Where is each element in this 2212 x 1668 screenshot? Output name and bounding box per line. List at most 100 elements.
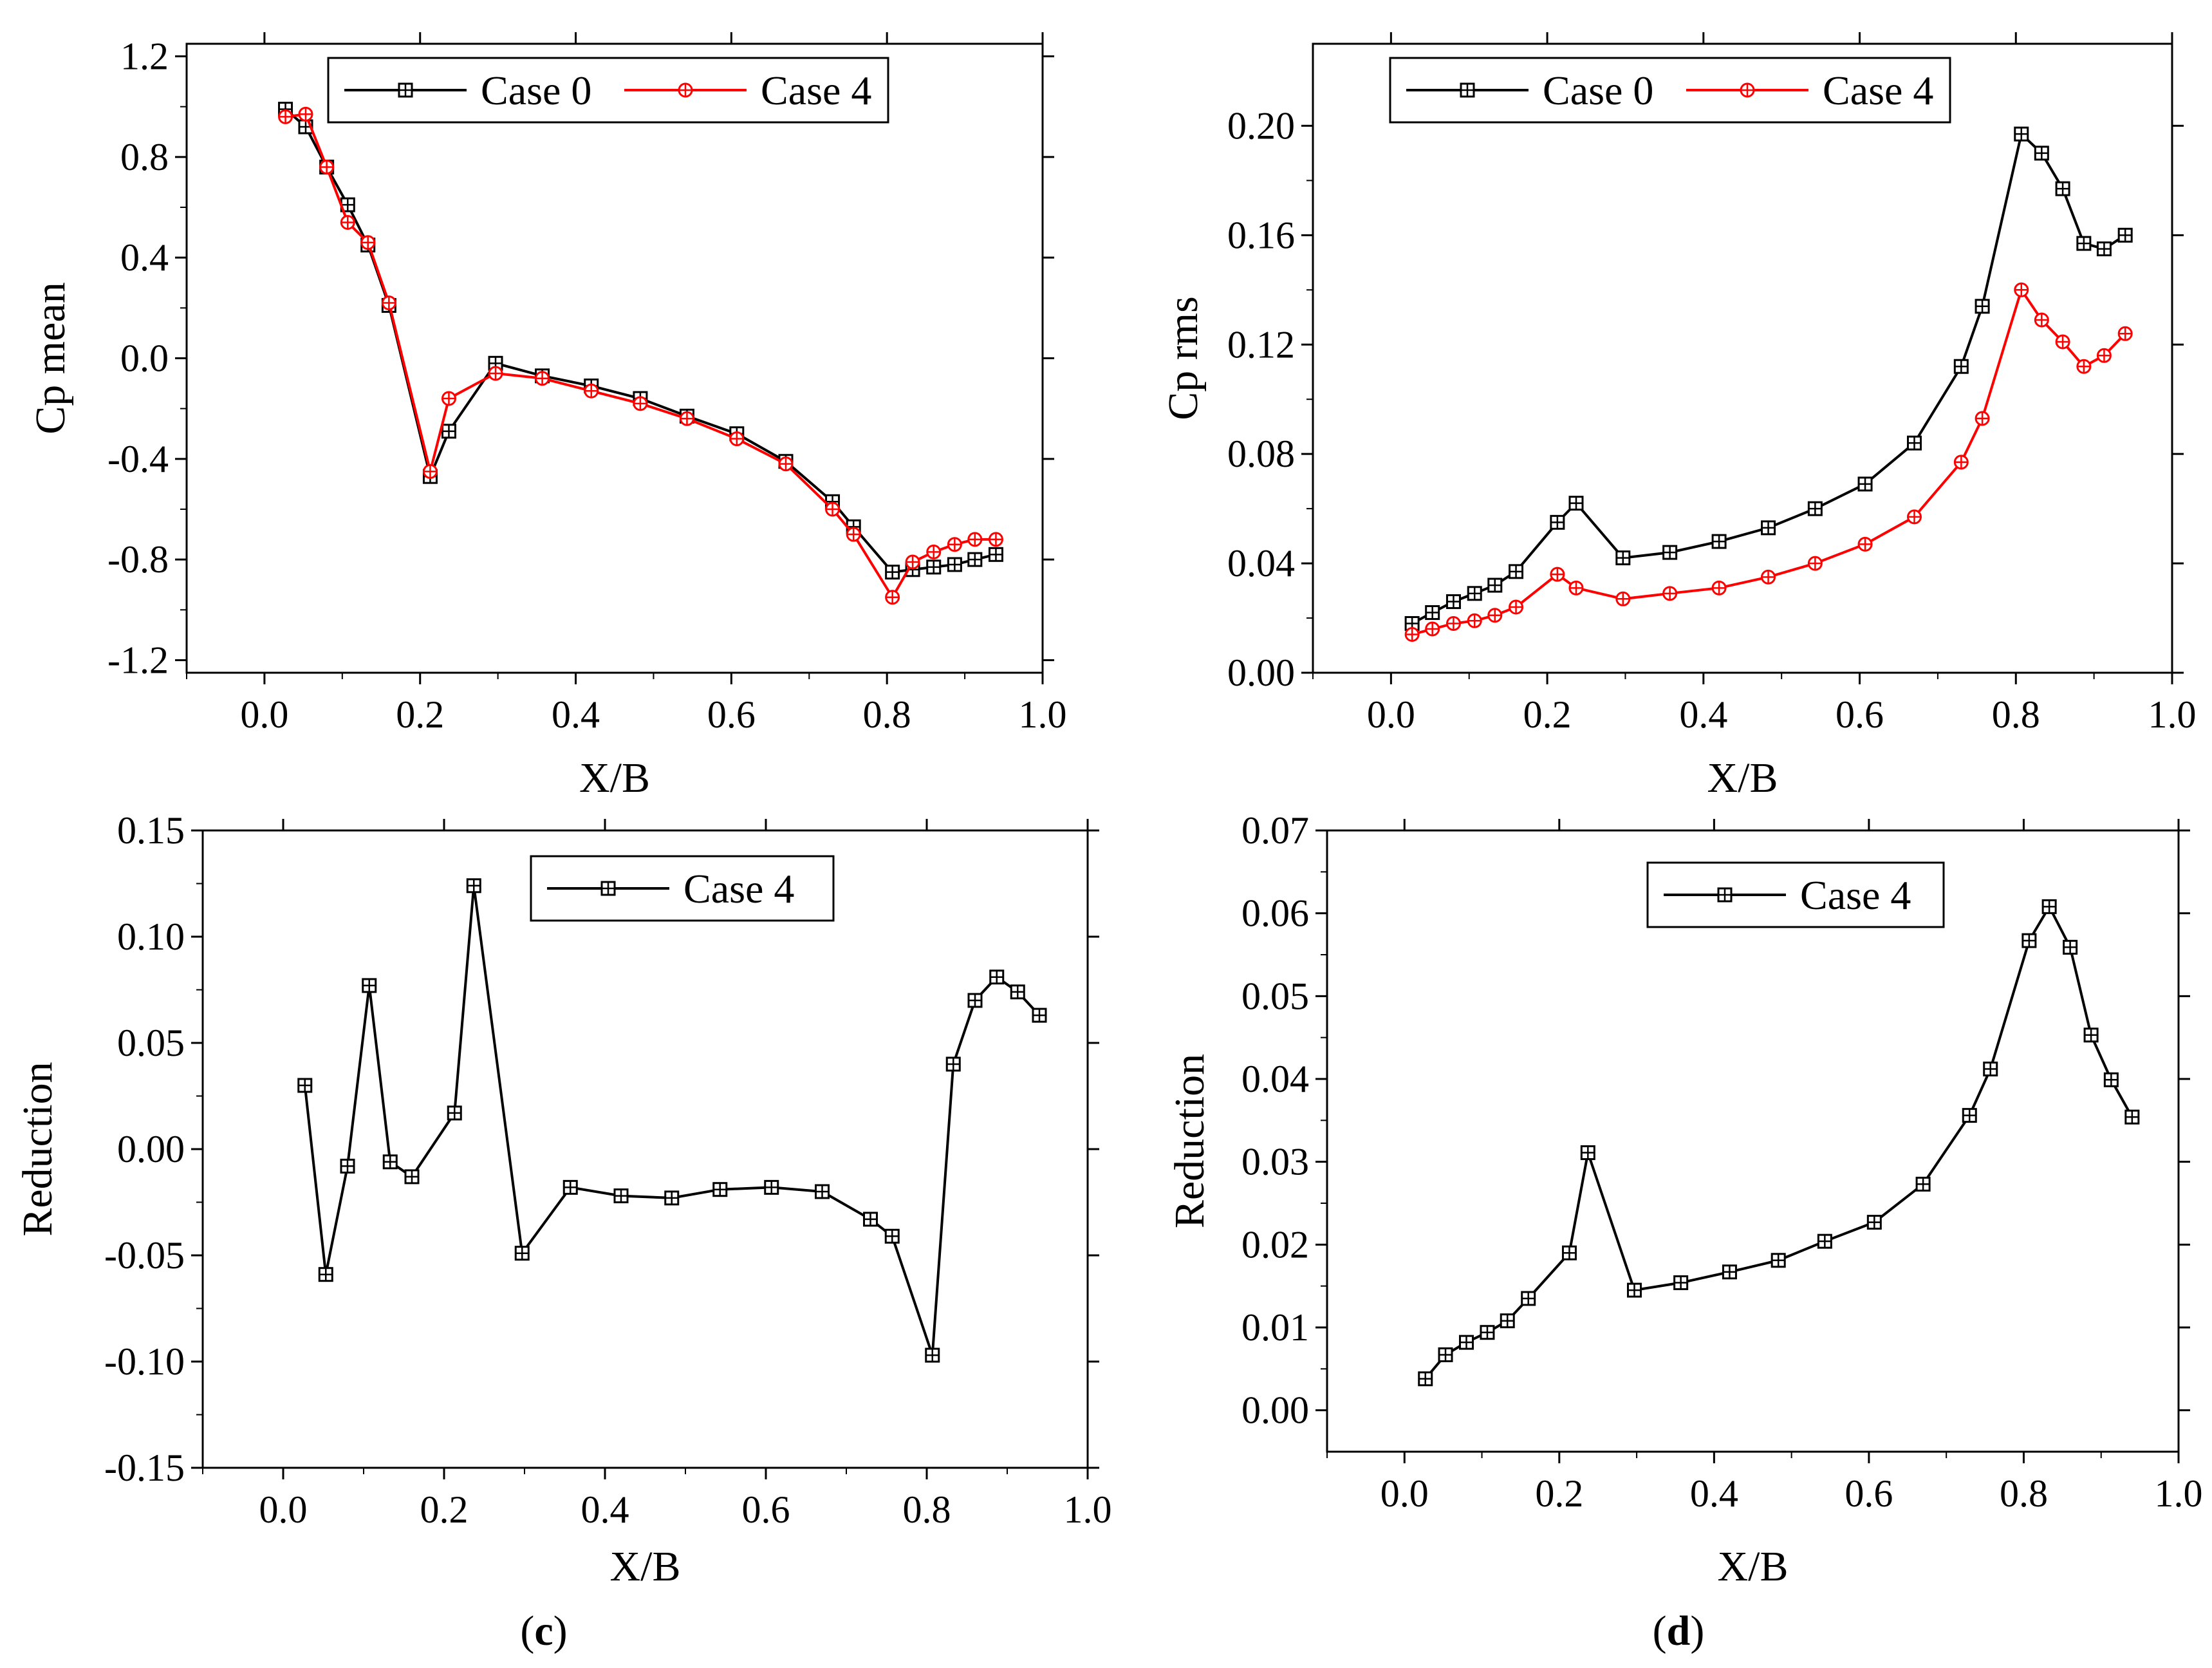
plot-frame — [201, 829, 1089, 1469]
y-tick-label: 0.00 — [117, 1128, 185, 1170]
y-tick-label: 0.05 — [117, 1022, 185, 1064]
x-axis-label: X/B — [1717, 1543, 1788, 1590]
circle-marker — [360, 235, 376, 250]
square-marker — [1580, 1145, 1595, 1161]
circle-marker — [488, 366, 503, 381]
square-marker — [2124, 1109, 2140, 1125]
y-tick-label: 0.20 — [1227, 104, 1295, 147]
square-marker — [815, 1184, 830, 1199]
series-line — [284, 108, 996, 574]
chart-panel-cp-mean: 0.0 0.2 0.4 0.6 0.8 1.0 -1.2 -0.8 -0.4 0.0 0.4 0.8 1… — [27, 32, 1067, 801]
y-tick-label: 0.01 — [1241, 1306, 1309, 1349]
y-tick-label: 0.00 — [1227, 651, 1295, 694]
circle-marker — [2034, 312, 2049, 328]
legend-label: Case 0 — [481, 68, 591, 113]
series-case-4 — [297, 878, 1047, 1363]
square-marker — [1418, 1371, 1433, 1387]
square-marker — [1010, 984, 1025, 1000]
square-marker — [1550, 514, 1565, 530]
circle-marker — [633, 396, 648, 411]
square-marker — [340, 197, 355, 212]
square-marker — [1953, 359, 1969, 374]
circle-marker — [1445, 616, 1461, 632]
series-case-4 — [278, 106, 1003, 605]
square-marker — [1722, 1264, 1737, 1280]
square-marker — [1561, 1245, 1577, 1260]
chart-panel-reduction-rms: 0.0 0.2 0.4 0.6 0.8 1.0 0.00 0.01 0.02 0.03 0.04 0.… — [1166, 809, 2203, 1590]
x-tick-label: 1.0 — [1064, 1488, 1112, 1531]
x-tick-label: 1.0 — [2155, 1472, 2203, 1515]
square-marker — [1438, 1347, 1453, 1362]
x-tick-label: 1.0 — [1019, 693, 1067, 736]
square-marker — [1857, 476, 1873, 492]
legend: Case 0 Case 4 — [1389, 57, 1951, 124]
square-marker — [613, 1188, 629, 1204]
x-tick-label: 0.2 — [420, 1488, 469, 1531]
circle-marker — [2076, 359, 2092, 374]
square-marker — [988, 547, 1003, 562]
y-tick-label: -0.10 — [104, 1340, 185, 1383]
square-marker — [947, 557, 962, 572]
square-marker — [764, 1179, 779, 1195]
y-tick-label: 0.4 — [120, 236, 169, 279]
square-marker — [1717, 887, 1733, 903]
x-tick-label: 0.4 — [1679, 693, 1727, 736]
x-tick-label: 0.0 — [1367, 693, 1415, 736]
circle-marker — [1907, 509, 1922, 525]
y-axis-label: Reduction — [1166, 1054, 1213, 1228]
panel-label-d: (d) — [1653, 1607, 1705, 1654]
series-case-0 — [1404, 126, 2133, 632]
square-marker — [1500, 1313, 1515, 1329]
y-tick-label: 0.0 — [120, 337, 169, 380]
square-marker — [398, 82, 413, 98]
square-marker — [2117, 227, 2133, 243]
x-tick-label: 0.6 — [707, 693, 756, 736]
x-tick-label: 0.4 — [552, 693, 600, 736]
circle-marker — [381, 295, 396, 311]
y-tick-label: 0.06 — [1241, 892, 1309, 935]
chart-panel-reduction-mean: 0.0 0.2 0.4 0.6 0.8 1.0 -0.15 -0.10 -0.05 0.00 0.0… — [14, 809, 1112, 1590]
square-marker — [1480, 1325, 1495, 1340]
square-marker — [514, 1246, 530, 1261]
y-tick-label: -0.05 — [104, 1234, 185, 1277]
circle-marker — [340, 214, 355, 230]
square-marker — [926, 559, 942, 575]
y-tick-label: 0.07 — [1241, 809, 1309, 852]
x-tick-label: 0.0 — [240, 693, 288, 736]
circle-marker — [298, 106, 313, 122]
circle-marker — [1975, 411, 1990, 426]
square-marker — [1907, 435, 1922, 451]
x-tick-label: 0.8 — [2000, 1472, 2048, 1515]
square-marker — [2063, 939, 2078, 955]
legend-label: Case 0 — [1543, 68, 1653, 113]
square-marker — [562, 1179, 578, 1195]
y-tick-label: 0.10 — [117, 915, 185, 958]
circle-marker — [1550, 567, 1565, 582]
square-marker — [885, 565, 900, 580]
square-marker — [1568, 496, 1584, 511]
circle-marker — [967, 532, 983, 547]
legend-label: Case 4 — [1800, 872, 1911, 918]
square-marker — [1445, 594, 1461, 610]
x-tick-label: 0.6 — [1836, 693, 1884, 736]
circle-marker — [535, 371, 550, 386]
circle-marker — [729, 431, 745, 447]
square-marker — [1662, 545, 1678, 560]
square-marker — [340, 1158, 355, 1174]
legend: Case 0 Case 4 — [327, 57, 889, 124]
square-marker — [1711, 534, 1727, 549]
square-marker — [2076, 236, 2092, 251]
x-axis-label: X/B — [1707, 754, 1778, 801]
circle-marker — [1711, 580, 1727, 595]
legend-label: Case 4 — [1823, 68, 1933, 113]
circle-marker — [1953, 454, 1969, 470]
square-marker — [1866, 1215, 1882, 1230]
square-marker — [1521, 1291, 1536, 1306]
circle-marker — [1425, 621, 1440, 637]
square-marker — [925, 1347, 940, 1363]
circle-marker — [947, 537, 962, 552]
series-case-4 — [1404, 282, 2133, 642]
circle-marker — [2096, 348, 2112, 363]
square-marker — [945, 1056, 961, 1072]
y-tick-label: 0.8 — [120, 136, 169, 178]
